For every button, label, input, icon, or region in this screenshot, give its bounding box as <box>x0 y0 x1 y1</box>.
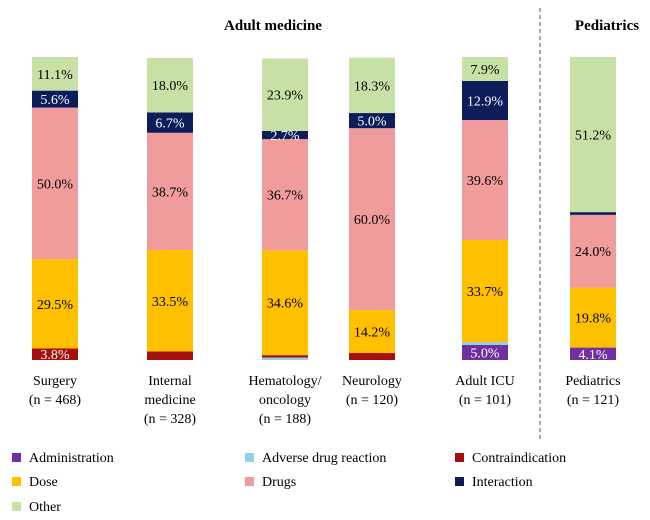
data-label-pediatrics-drugs: 24.0% <box>575 245 612 260</box>
segment-pediatrics-interaction <box>570 212 616 215</box>
legend-label-drugs: Drugs <box>262 475 296 490</box>
tick-label-pediatrics: Pediatrics (n = 121) <box>565 374 620 408</box>
legend-label-administration: Administration <box>29 451 114 466</box>
data-label-pediatrics-dose: 19.8% <box>575 312 612 327</box>
legend-item-contraindication: Contraindication <box>455 451 566 466</box>
bar-hematology-oncology: 34.6% 36.7% 2.7% 23.9% <box>262 58 308 360</box>
segment-pediatrics-drugs <box>570 214 616 288</box>
bar-pediatrics: 4.1% 19.8% 24.0% 51.2% <box>570 57 616 363</box>
legend-label-dose: Dose <box>29 475 58 490</box>
data-label-surgery-interaction: 5.6% <box>40 93 70 108</box>
data-label-neurology-drugs: 60.0% <box>354 213 391 228</box>
segment-neurology-drugs <box>349 128 395 311</box>
data-label-internal-medicine-other: 18.0% <box>152 79 189 94</box>
data-label-neurology-other: 18.3% <box>354 79 391 94</box>
segment-adult-icu-administration <box>462 344 508 360</box>
data-label-adult-icu-dose: 33.7% <box>467 285 504 300</box>
segment-internal-medicine-drugs <box>147 132 193 251</box>
legend-swatch-drugs <box>245 477 254 486</box>
data-label-adult-icu-other: 7.9% <box>470 63 500 78</box>
segment-pediatrics-administration <box>570 347 616 360</box>
tick-label-neurology: Neurology (n = 120) <box>342 374 402 408</box>
segment-surgery-drugs <box>32 107 78 260</box>
segment-adult-icu-adverse-drug-reaction <box>462 342 508 345</box>
segment-adult-icu-interaction <box>462 80 508 121</box>
segment-internal-medicine-other <box>147 57 193 113</box>
segment-hematology-oncology-other <box>262 58 308 131</box>
segment-neurology-other <box>349 57 395 114</box>
segment-surgery-interaction <box>32 90 78 108</box>
segment-pediatrics-dose <box>570 287 616 348</box>
tick-label-adult-icu: Adult ICU (n = 101) <box>455 374 515 408</box>
legend-label-other: Other <box>29 500 61 515</box>
bar-internal-medicine: 33.5% 38.7% 6.7% 18.0% <box>147 57 193 360</box>
segment-adult-icu-drugs <box>462 120 508 241</box>
data-label-hematology-oncology-other: 23.9% <box>267 89 304 104</box>
legend-swatch-contraindication <box>455 453 464 462</box>
tick-label-surgery: Surgery (n = 468) <box>29 374 82 408</box>
legend-swatch-interaction <box>455 477 464 486</box>
segment-adult-icu-dose <box>462 240 508 343</box>
segment-neurology-interaction <box>349 113 395 129</box>
legend-swatch-adverse-drug-reaction <box>245 453 254 462</box>
segment-internal-medicine-dose <box>147 250 193 352</box>
legend-item-interaction: Interaction <box>455 475 533 490</box>
legend-item-other: Other <box>12 500 61 515</box>
data-label-neurology-interaction: 5.0% <box>357 115 387 130</box>
segment-neurology-dose <box>349 310 395 354</box>
legend-item-administration: Administration <box>12 451 114 466</box>
bar-neurology: 14.2% 60.0% 5.0% 18.3% <box>349 57 395 360</box>
segment-hematology-oncology-contraindication <box>262 355 308 358</box>
data-label-adult-icu-drugs: 39.6% <box>467 174 504 189</box>
data-label-pediatrics-administration: 4.1% <box>578 348 608 363</box>
segment-hematology-oncology-adverse-drug-reaction <box>262 357 308 360</box>
data-label-neurology-dose: 14.2% <box>354 326 391 341</box>
legend-label-adverse-drug-reaction: Adverse drug reaction <box>262 451 386 466</box>
data-label-surgery-other: 11.1% <box>37 68 73 83</box>
data-label-adult-icu-interaction: 12.9% <box>467 94 504 109</box>
tick-label-internal-medicine: Internal medicine (n = 328) <box>144 374 197 427</box>
tick-label-hematology-oncology: Hematology/oncology (n = 188) <box>248 374 321 427</box>
segment-hematology-oncology-drugs <box>262 139 308 251</box>
data-label-internal-medicine-drugs: 38.7% <box>152 185 189 200</box>
data-label-surgery-contraindication: 3.8% <box>40 348 70 363</box>
bar-adult-icu: 5.0% 33.7% 39.6% 12.9% 7.9% <box>462 57 508 361</box>
data-label-internal-medicine-dose: 33.5% <box>152 295 189 310</box>
data-label-pediatrics-other: 51.2% <box>575 129 612 144</box>
data-label-adult-icu-administration: 5.0% <box>470 346 500 361</box>
segment-surgery-other <box>32 57 78 91</box>
legend-item-drugs: Drugs <box>245 475 296 490</box>
segment-hematology-oncology-interaction <box>262 130 308 140</box>
segment-hematology-oncology-dose <box>262 250 308 356</box>
legend-item-dose: Dose <box>12 475 58 490</box>
legend-swatch-administration <box>12 453 21 462</box>
legend-swatch-dose <box>12 477 21 486</box>
segment-neurology-contraindication <box>349 353 395 360</box>
data-label-hematology-oncology-dose: 34.6% <box>267 297 304 312</box>
segment-surgery-dose <box>32 259 78 349</box>
data-label-hematology-oncology-drugs: 36.7% <box>267 189 304 204</box>
segment-pediatrics-other <box>570 57 616 213</box>
group-title-pediatrics: Pediatrics <box>575 18 639 34</box>
segment-adult-icu-other <box>462 57 508 81</box>
bar-surgery: 3.8% 29.5% 50.0% 5.6% 11.1% <box>32 57 78 363</box>
segment-surgery-contraindication <box>32 348 78 360</box>
legend-label-interaction: Interaction <box>472 475 533 490</box>
segment-internal-medicine-contraindication <box>147 351 193 360</box>
legend-label-contraindication: Contraindication <box>472 451 566 466</box>
data-label-hematology-oncology-interaction: 2.7% <box>270 129 300 144</box>
data-label-surgery-drugs: 50.0% <box>37 177 74 192</box>
group-title-adult-medicine: Adult medicine <box>224 18 322 34</box>
legend-swatch-other <box>12 502 21 511</box>
data-label-internal-medicine-interaction: 6.7% <box>155 117 185 132</box>
legend-item-adverse-drug-reaction: Adverse drug reaction <box>245 451 386 466</box>
segment-internal-medicine-interaction <box>147 112 193 133</box>
data-label-surgery-dose: 29.5% <box>37 298 74 313</box>
